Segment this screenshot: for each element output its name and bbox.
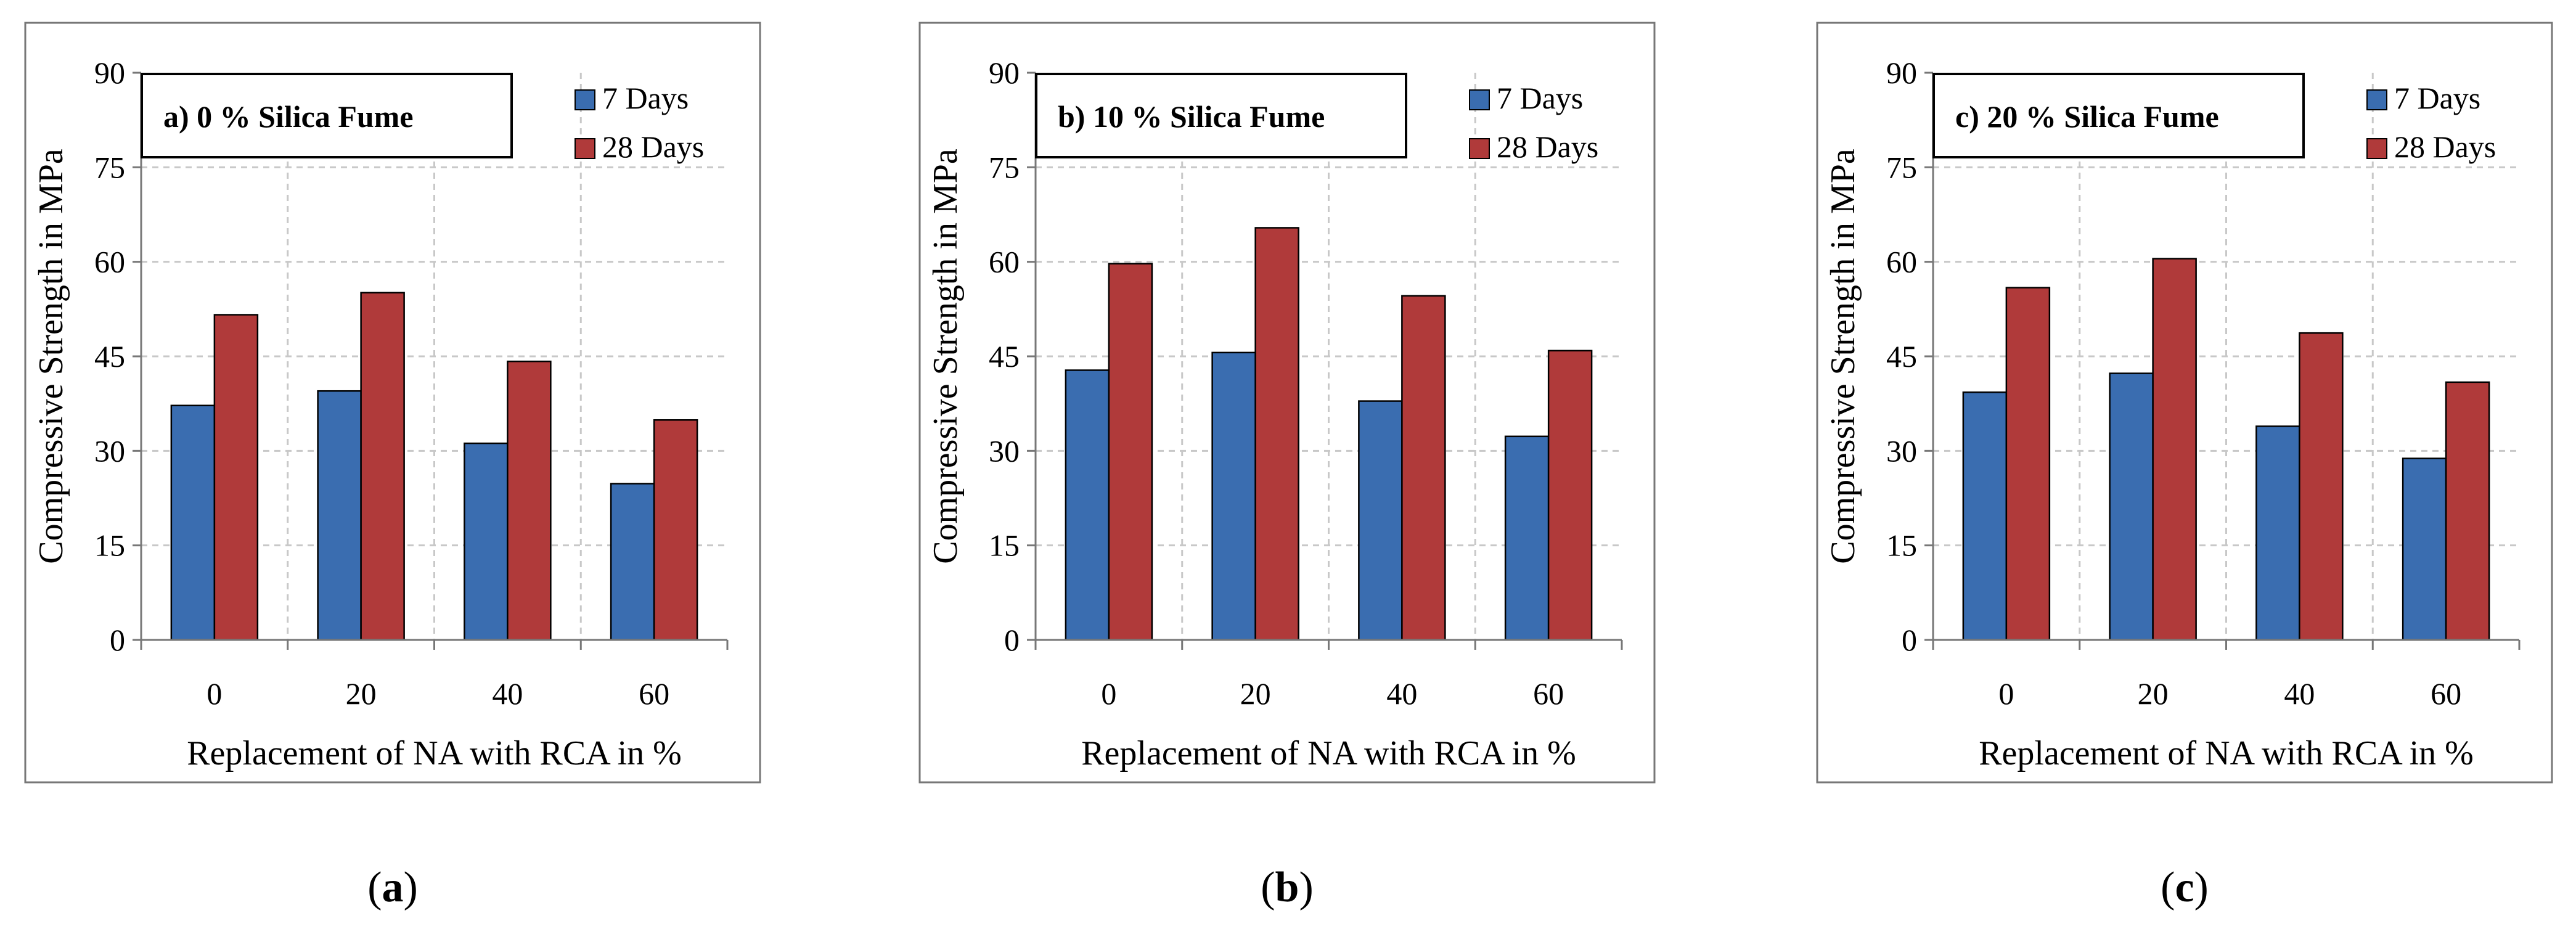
caption-close-paren: ) <box>2194 864 2209 911</box>
x-tick-label: 20 <box>346 676 377 711</box>
bar-7-days-60 <box>2402 457 2447 641</box>
bar-28-days-20 <box>1254 227 1299 641</box>
caption-letter: b <box>1275 864 1299 911</box>
bar-7-days-40 <box>2255 425 2300 641</box>
caption-open-paren: ( <box>2161 864 2175 911</box>
bar-28-days-0 <box>2005 287 2051 641</box>
x-tick-label: 20 <box>1240 676 1271 711</box>
panel-caption-2: (b) <box>1261 864 1314 911</box>
bar-28-days-0 <box>213 314 259 641</box>
bar-28-days-60 <box>2445 381 2490 641</box>
y-tick-label: 0 <box>1004 623 1020 657</box>
caption-open-paren: ( <box>1261 864 1275 911</box>
bar-7-days-0 <box>1962 391 2008 641</box>
y-tick-label: 75 <box>989 150 1020 184</box>
bar-28-days-60 <box>1547 350 1593 641</box>
bar-28-days-60 <box>653 419 698 641</box>
caption-close-paren: ) <box>404 864 418 911</box>
x-tick-label: 60 <box>2431 676 2461 711</box>
chart-title: b) 10 % Silica Fume <box>1058 99 1325 134</box>
x-tick-label: 0 <box>1998 676 2014 711</box>
bar-28-days-40 <box>507 360 552 641</box>
y-tick-label: 45 <box>989 339 1020 374</box>
y-tick-label: 75 <box>1886 150 1917 184</box>
bar-28-days-0 <box>1108 263 1153 641</box>
gridlines <box>1933 73 2519 640</box>
x-tick-label: 0 <box>1101 676 1116 711</box>
legend-label-7-days: 7 Days <box>2394 81 2480 115</box>
y-tick-label: 90 <box>1886 55 1917 90</box>
bar-7-days-20 <box>317 390 362 641</box>
x-axis-label: Replacement of NA with RCA in % <box>1081 734 1576 772</box>
y-tick-label: 15 <box>94 528 125 563</box>
chart-title-box <box>1932 73 2305 158</box>
chart-panel-1: 0 15 30 45 60 75 90 0 20 40 60 Replacement of NA wi… <box>24 22 761 784</box>
y-axis-label: Compressive Strength in MPa <box>32 149 70 564</box>
caption-letter: c <box>2175 864 2194 911</box>
bar-28-days-40 <box>2299 332 2344 641</box>
legend-label-28-days: 28 Days <box>602 129 704 164</box>
bar-7-days-0 <box>170 404 216 641</box>
x-axis-label: Replacement of NA with RCA in % <box>187 734 682 772</box>
legend-label-7-days: 7 Days <box>1497 81 1583 115</box>
bar-7-days-20 <box>1211 351 1256 641</box>
y-tick-label: 60 <box>94 245 125 279</box>
legend-swatch-28-days <box>2366 138 2387 159</box>
y-tick-label: 30 <box>989 433 1020 468</box>
chart-title: a) 0 % Silica Fume <box>163 99 414 134</box>
y-tick-label: 75 <box>94 150 125 184</box>
gridlines <box>141 73 727 640</box>
legend-label-28-days: 28 Days <box>1497 129 1598 164</box>
legend-label-28-days: 28 Days <box>2394 129 2496 164</box>
bar-7-days-20 <box>2109 372 2154 641</box>
chart-title: c) 20 % Silica Fume <box>1955 99 2219 134</box>
caption-close-paren: ) <box>1299 864 1313 911</box>
caption-open-paren: ( <box>367 864 382 911</box>
chart-panel-2: 0 15 30 45 60 75 90 0 20 40 60 Replacement of NA wi… <box>918 22 1656 784</box>
legend-swatch-7-days <box>574 89 595 110</box>
y-tick-label: 60 <box>989 245 1020 279</box>
legend-label-7-days: 7 Days <box>602 81 689 115</box>
y-tick-label: 90 <box>94 55 125 90</box>
x-tick-label: 20 <box>2138 676 2169 711</box>
x-tick-label: 40 <box>492 676 523 711</box>
y-tick-label: 45 <box>1886 339 1917 374</box>
y-tick-label: 45 <box>94 339 125 374</box>
y-tick-label: 0 <box>110 623 125 657</box>
x-tick-label: 60 <box>639 676 669 711</box>
chart-title-box <box>141 73 513 158</box>
x-tick-label: 40 <box>1386 676 1417 711</box>
panel-caption-3: (c) <box>2161 864 2209 911</box>
legend-swatch-28-days <box>574 138 595 159</box>
bar-7-days-40 <box>1358 400 1403 641</box>
bar-28-days-20 <box>2152 258 2197 641</box>
chart-title-box <box>1035 73 1407 158</box>
x-axis-label: Replacement of NA with RCA in % <box>1979 734 2474 772</box>
bar-28-days-40 <box>1401 295 1446 641</box>
bar-7-days-0 <box>1065 369 1110 641</box>
bar-7-days-60 <box>1504 435 1550 641</box>
y-tick-label: 60 <box>1886 245 1917 279</box>
x-tick-label: 60 <box>1533 676 1564 711</box>
y-axis-label: Compressive Strength in MPa <box>926 149 965 564</box>
bar-7-days-40 <box>464 442 509 641</box>
y-tick-label: 90 <box>989 55 1020 90</box>
legend-swatch-28-days <box>1469 138 1490 159</box>
x-tick-label: 40 <box>2284 676 2315 711</box>
y-axis-label: Compressive Strength in MPa <box>1824 149 1862 564</box>
x-tick-label: 0 <box>206 676 222 711</box>
y-tick-label: 15 <box>989 528 1020 563</box>
y-tick-label: 30 <box>1886 433 1917 468</box>
caption-letter: a <box>382 864 404 911</box>
chart-panel-3: 0 15 30 45 60 75 90 0 20 40 60 Replacement of NA wi… <box>1816 22 2553 784</box>
legend-swatch-7-days <box>2366 89 2387 110</box>
bar-28-days-20 <box>360 292 405 641</box>
y-tick-label: 0 <box>1902 623 1917 657</box>
legend-swatch-7-days <box>1469 89 1490 110</box>
y-tick-label: 15 <box>1886 528 1917 563</box>
bar-7-days-60 <box>610 483 655 641</box>
y-tick-label: 30 <box>94 433 125 468</box>
panel-caption-1: (a) <box>367 864 418 911</box>
